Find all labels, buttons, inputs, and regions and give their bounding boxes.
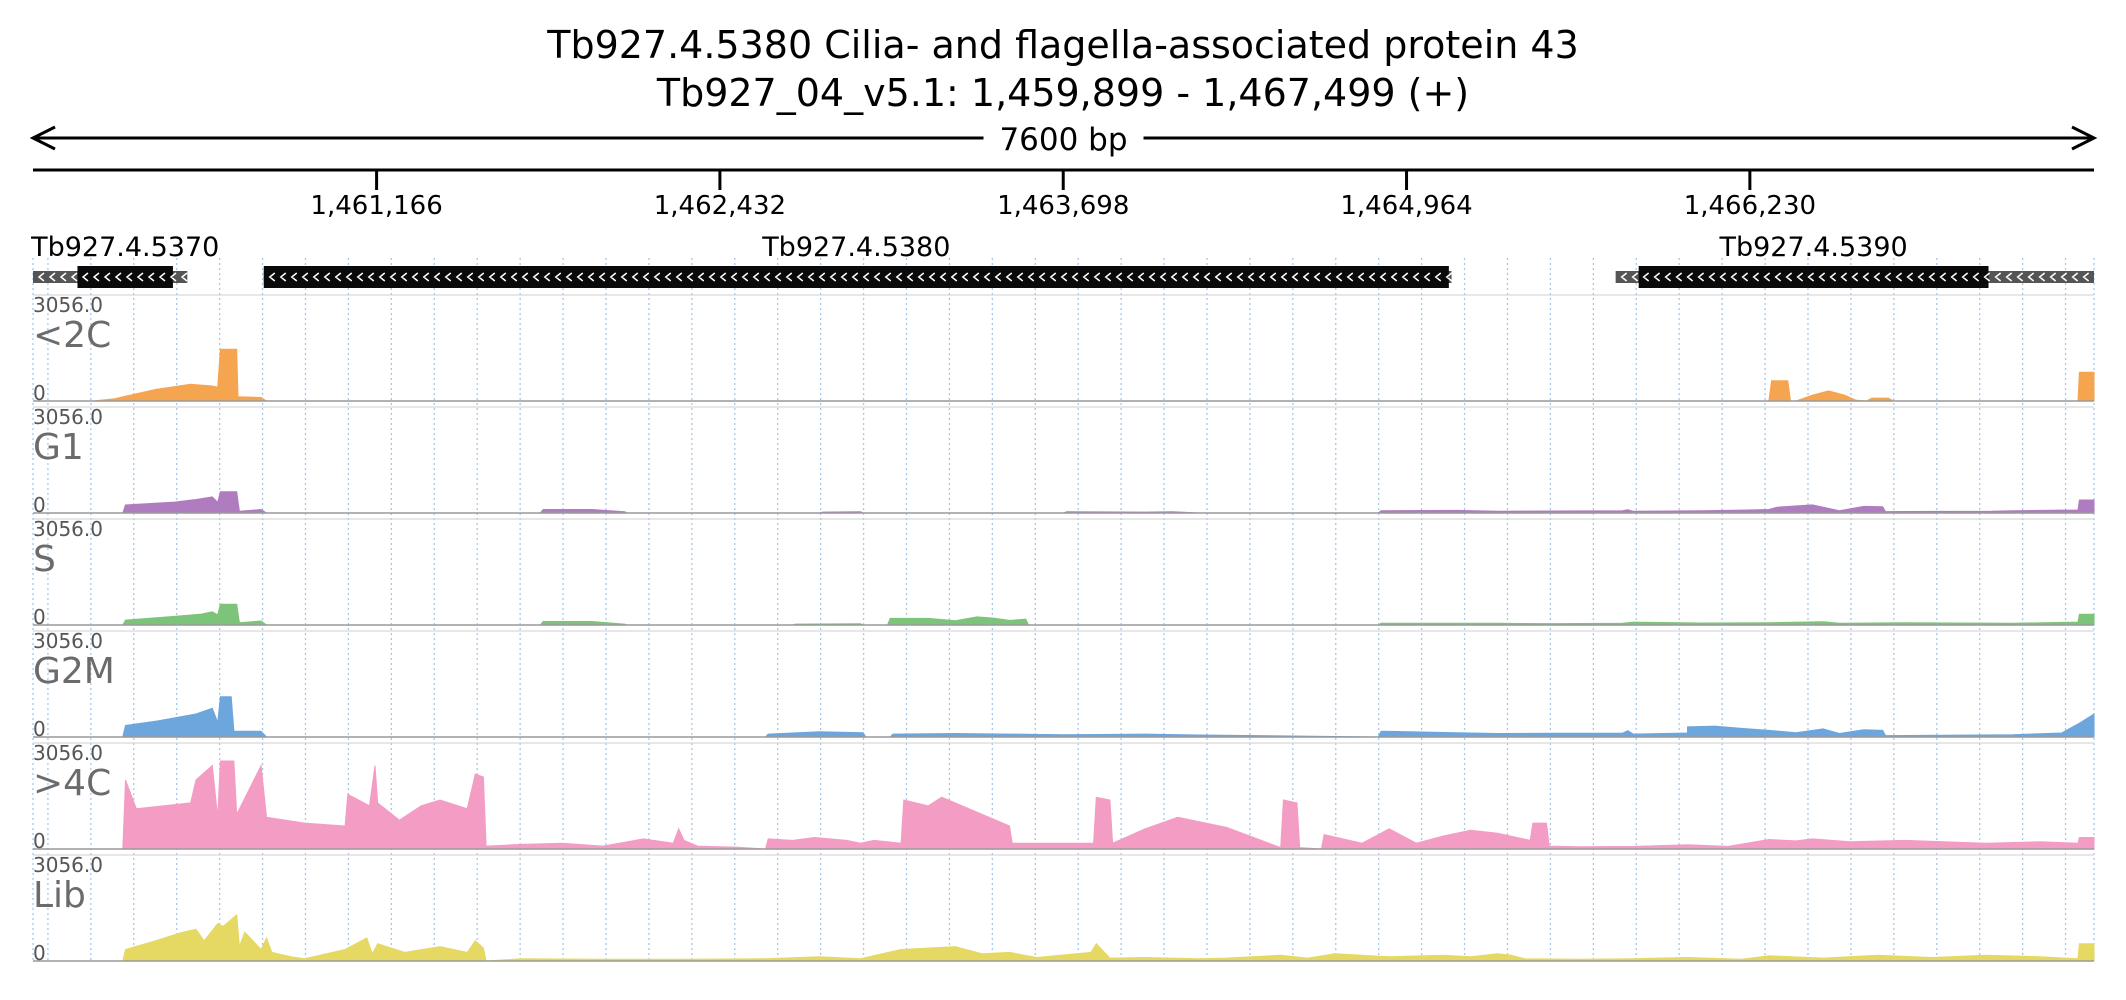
y-max-label: 3056.0 — [33, 405, 103, 429]
coverage-area — [33, 603, 2095, 626]
chart-subtitle: Tb927_04_v5.1: 1,459,899 - 1,467,499 (+) — [656, 71, 1470, 115]
gene-cds — [263, 266, 1449, 288]
coverage-tracks: 3056.00<2C3056.00G13056.00S3056.00G2M305… — [33, 293, 2095, 965]
y-max-label: 3056.0 — [33, 517, 103, 541]
axis-tick-label: 1,463,698 — [997, 191, 1129, 221]
grid-lines — [32, 258, 2095, 963]
track-label: >4C — [33, 763, 111, 804]
y-min-label: 0 — [33, 829, 46, 853]
gene-cds — [77, 266, 173, 288]
gene-cds — [1638, 266, 1989, 288]
track-label: Lib — [33, 875, 86, 916]
strand-arrows — [268, 272, 1453, 282]
track-label: S — [33, 539, 56, 580]
y-max-label: 3056.0 — [33, 629, 103, 653]
coverage-area — [33, 696, 2095, 738]
span-ruler: 7600 bp — [29, 122, 2098, 158]
track-4c: 3056.0 0 >4C — [33, 741, 2095, 853]
gene-label: Tb927.4.5370 — [30, 232, 219, 263]
y-max-label: 3056.0 — [33, 293, 103, 317]
coordinate-axis: 1,461,166 1,462,432 1,463,698 1,464,964 1,46… — [33, 168, 2094, 221]
gene-label: Tb927.4.5380 — [761, 232, 950, 263]
y-min-label: 0 — [33, 493, 46, 517]
track-lib: 3056.0 0 Lib — [33, 853, 2095, 965]
y-min-label: 0 — [33, 717, 46, 741]
track-label: G2M — [33, 651, 115, 692]
coverage-area — [33, 491, 2095, 514]
y-min-label: 0 — [33, 941, 46, 965]
track-g2m: 3056.0 0 G2M — [33, 629, 2095, 741]
y-max-label: 3056.0 — [33, 853, 103, 877]
gene-label: Tb927.4.5390 — [1718, 232, 1907, 263]
span-label: 7600 bp — [999, 122, 1127, 158]
track-label: G1 — [33, 427, 84, 468]
coverage-area — [33, 760, 2095, 850]
track-2c: 3056.0 0 <2C — [33, 293, 2095, 405]
track-s: 3056.0 0 S — [33, 517, 2095, 629]
coverage-area — [33, 348, 2095, 402]
y-min-label: 0 — [33, 605, 46, 629]
track-label: <2C — [33, 315, 111, 356]
coverage-area — [33, 913, 2095, 962]
strand-arrows — [1620, 272, 2090, 282]
axis-tick-label: 1,461,166 — [310, 191, 442, 221]
axis-tick-label: 1,466,230 — [1684, 191, 1816, 221]
chart-title: Tb927.4.5380 Cilia- and flagella-associa… — [547, 23, 1579, 67]
gene-track: Tb927.4.5370 Tb927.4.5380 Tb927.4.5390 — [30, 232, 2094, 288]
track-g1: 3056.0 0 G1 — [33, 405, 2095, 517]
span-arrow-left — [29, 125, 56, 151]
span-arrow-right — [2071, 125, 2098, 151]
axis-tick-label: 1,462,432 — [654, 191, 786, 221]
axis-tick-label: 1,464,964 — [1340, 191, 1472, 221]
y-min-label: 0 — [33, 381, 46, 405]
y-max-label: 3056.0 — [33, 741, 103, 765]
strand-arrows — [37, 272, 188, 282]
